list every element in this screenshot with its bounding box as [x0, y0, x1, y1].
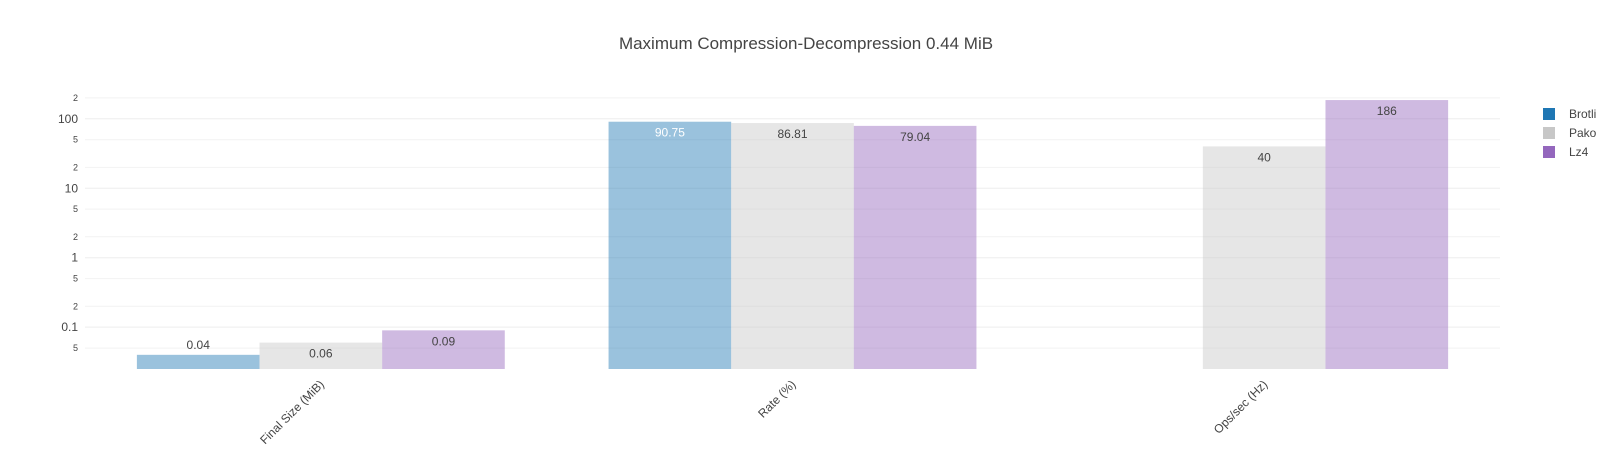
y-tick-label: 100: [58, 112, 78, 126]
x-category-label: Rate (%): [755, 377, 798, 420]
bar-value-label: 86.81: [777, 127, 807, 141]
bar-value-label: 0.04: [187, 338, 211, 352]
legend-label: Brotli: [1569, 107, 1596, 121]
y-tick-minor-label: 2: [73, 93, 78, 103]
gridlines: [85, 97, 1500, 349]
legend-swatch-lz4: [1543, 146, 1555, 158]
legend-swatch-brotli: [1543, 108, 1555, 120]
chart-title: Maximum Compression-Decompression 0.44 M…: [619, 34, 993, 53]
bar-value-label: 0.06: [309, 347, 333, 361]
bar-lz4: [382, 330, 505, 369]
legend-label: Pako: [1569, 126, 1597, 140]
y-tick-label: 1: [71, 251, 78, 265]
legend-label: Lz4: [1569, 145, 1589, 159]
bar-value-label: 90.75: [655, 126, 685, 140]
y-tick-minor-label: 2: [73, 162, 78, 172]
y-tick-minor-label: 2: [73, 301, 78, 311]
bar-value-label: 0.09: [432, 334, 456, 348]
legend-swatch-pako: [1543, 127, 1555, 139]
bar-lz4: [1325, 100, 1449, 370]
x-category-label: Final Size (MiB): [257, 377, 327, 447]
bar-value-label: 79.04: [900, 130, 930, 144]
legend: Brotli Pako Lz4: [1543, 107, 1597, 159]
bar-pako: [731, 123, 854, 369]
y-axis-ticks: 0.1 1 10 100 5 2 5 2 5 2 5 2: [58, 93, 78, 353]
y-tick-label: 0.1: [61, 320, 78, 334]
bar-brotli: [136, 354, 260, 369]
bar-pako: [1202, 146, 1326, 369]
bars: [136, 100, 1449, 370]
y-tick-minor-label: 2: [73, 232, 78, 242]
bar-value-label: 186: [1377, 104, 1397, 118]
bar-brotli: [608, 121, 732, 369]
bar-lz4: [853, 125, 977, 369]
y-tick-minor-label: 5: [73, 274, 78, 284]
bar-pako: [259, 342, 383, 369]
x-category-label: Ops/sec (Hz): [1211, 377, 1270, 436]
bar-labels: 0.04 0.06 0.09 90.75 86.81 79.04 40 186: [187, 104, 1398, 361]
x-axis-labels: Final Size (MiB) Rate (%) Ops/sec (Hz): [257, 377, 1270, 447]
y-tick-minor-label: 5: [73, 204, 78, 214]
y-tick-label: 10: [65, 181, 79, 195]
y-tick-minor-label: 5: [73, 135, 78, 145]
y-tick-minor-label: 5: [73, 343, 78, 353]
bar-value-label: 40: [1257, 150, 1271, 164]
